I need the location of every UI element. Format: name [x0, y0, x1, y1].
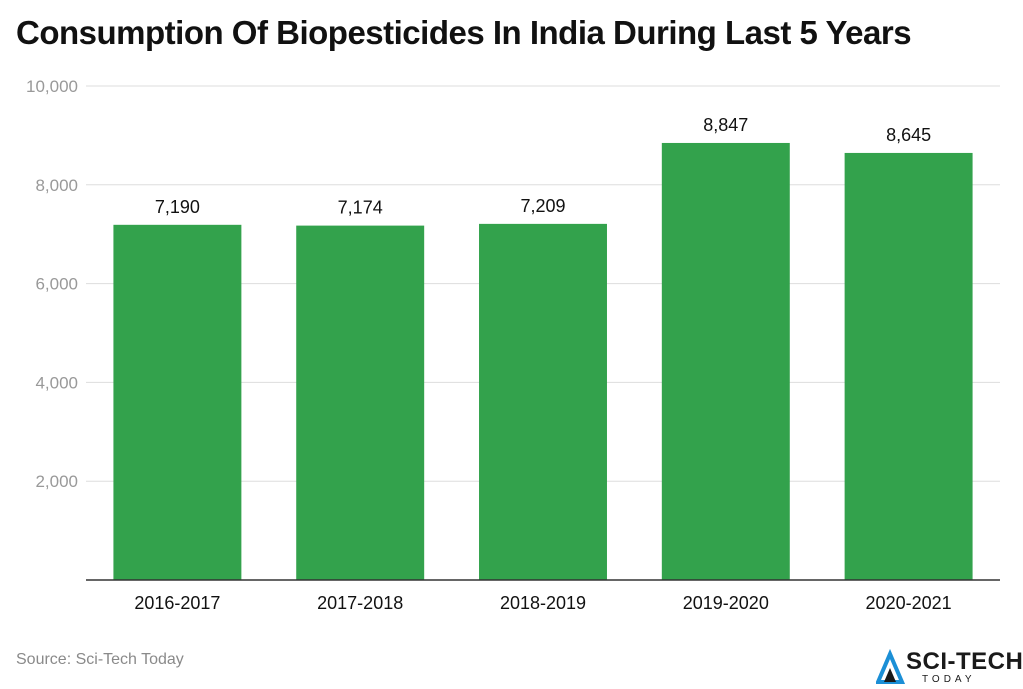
chart-title: Consumption Of Biopesticides In India Du…	[16, 14, 912, 51]
bar	[844, 152, 973, 580]
bar-value-label: 8,645	[886, 125, 931, 145]
bar-value-label: 8,847	[703, 115, 748, 135]
bar-value-label: 7,190	[155, 197, 200, 217]
y-tick-label: 4,000	[35, 373, 78, 392]
x-tick-label: 2020-2021	[866, 593, 952, 613]
bar-value-label: 7,174	[338, 198, 383, 218]
x-tick-label: 2016-2017	[134, 593, 220, 613]
brand-logo: SCI-TECH TODAY	[874, 648, 1023, 686]
y-tick-label: 6,000	[35, 275, 78, 294]
source-note: Source: Sci-Tech Today	[16, 651, 184, 668]
bar-chart: 2,000 4,000 6,000 8,000 10,000 7,190 2016-2017…	[26, 77, 1000, 613]
bar-value-label: 7,209	[520, 196, 565, 216]
y-tick-label: 10,000	[26, 77, 78, 96]
x-tick-label: 2017-2018	[317, 593, 403, 613]
y-tick-label: 8,000	[35, 176, 78, 195]
x-tick-label: 2018-2019	[500, 593, 586, 613]
sci-tech-logo-icon	[874, 648, 906, 684]
logo-wordmark: SCI-TECH	[906, 648, 1023, 675]
bar	[296, 225, 425, 580]
x-tick-label: 2019-2020	[683, 593, 769, 613]
bar	[113, 224, 242, 580]
logo-tagline: TODAY	[922, 674, 976, 685]
y-tick-label: 2,000	[35, 472, 78, 491]
bar	[479, 223, 607, 580]
bar	[661, 142, 790, 581]
